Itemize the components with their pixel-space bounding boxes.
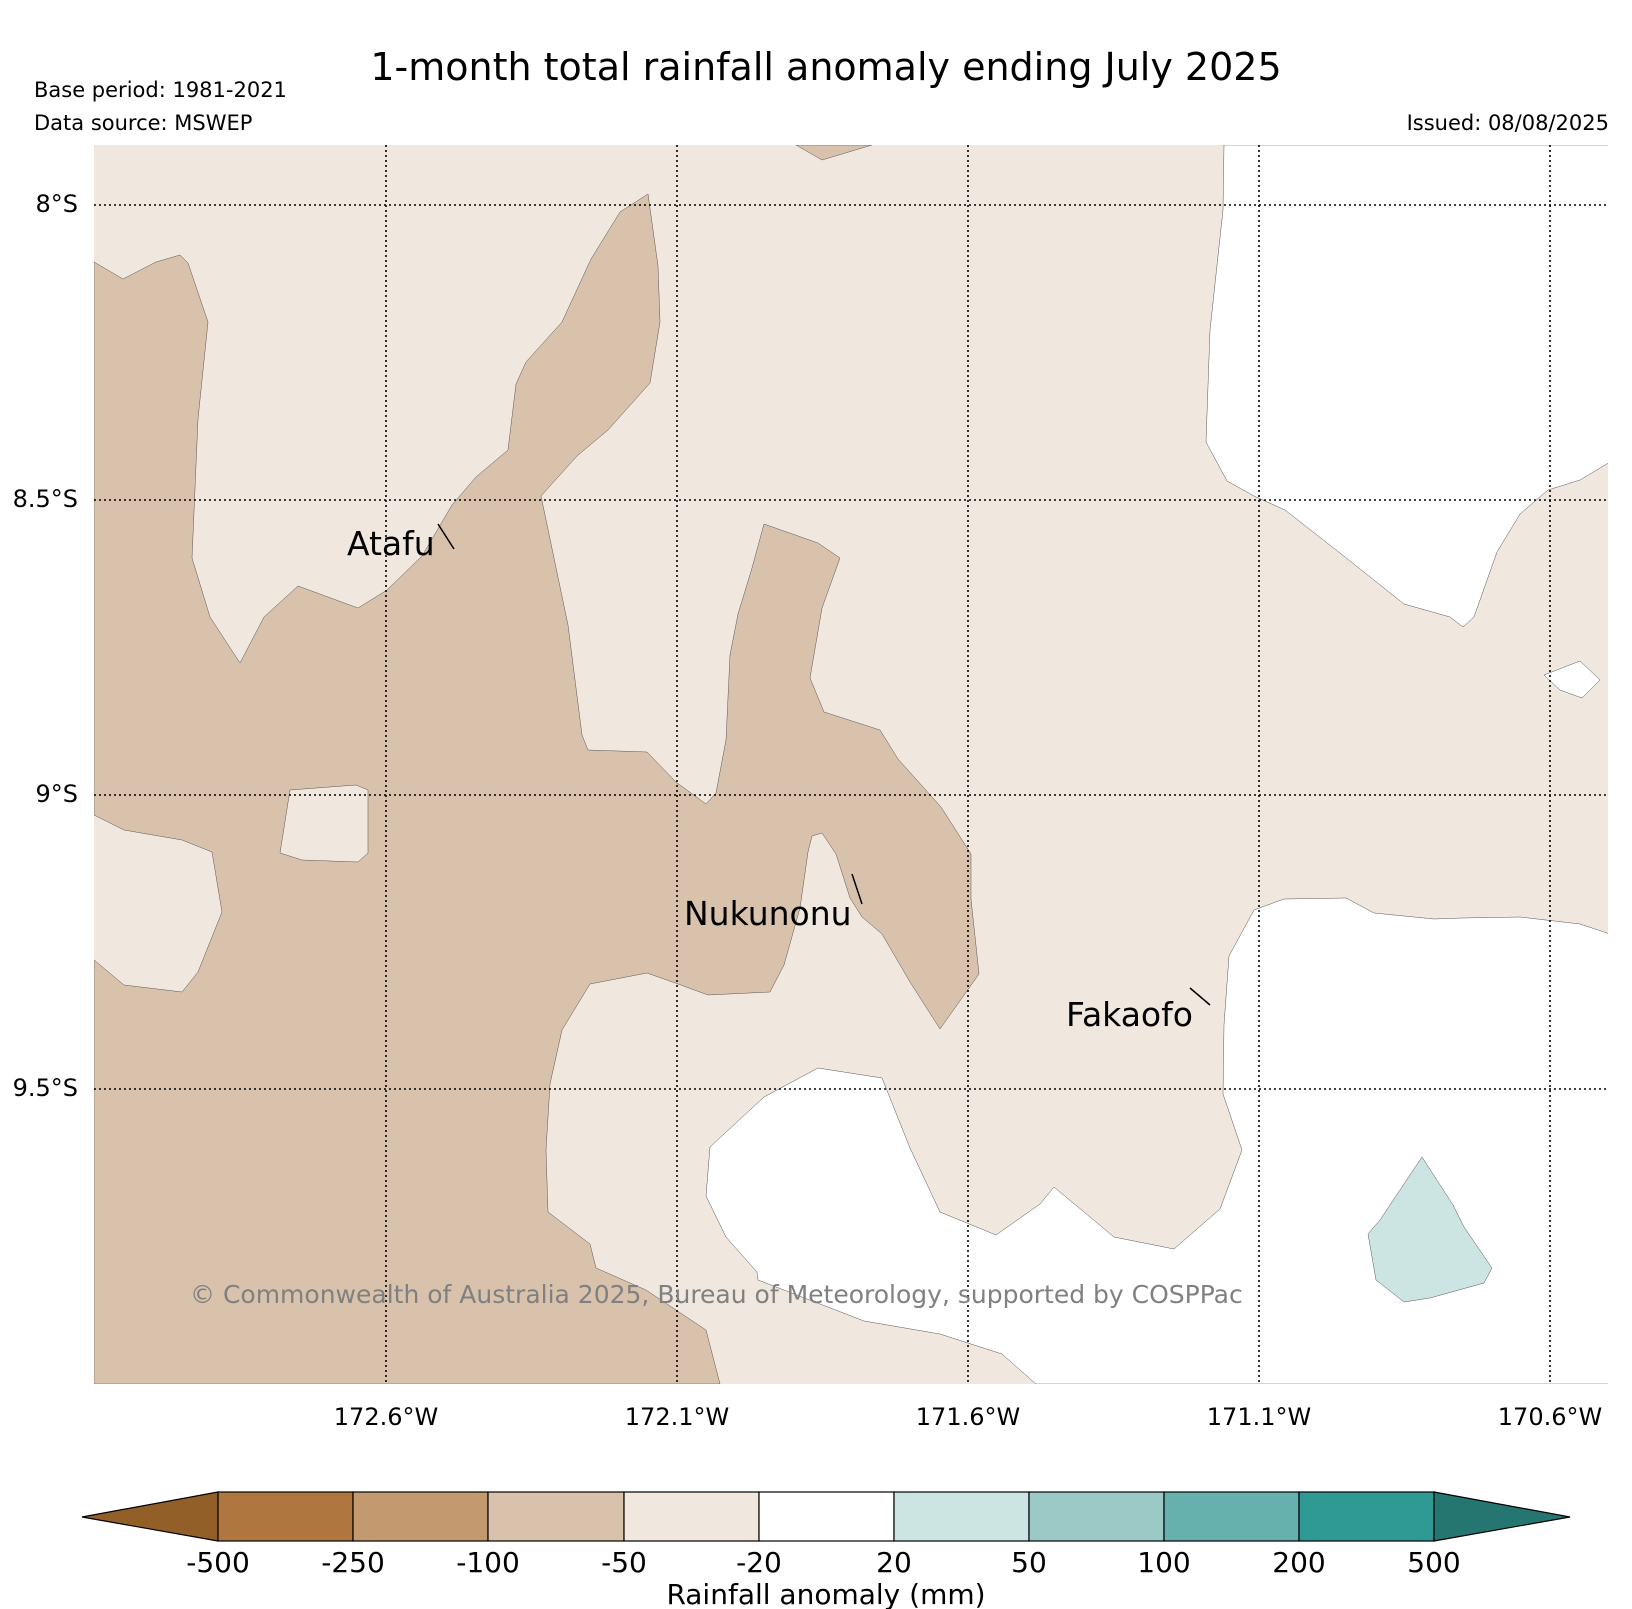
colorbar-bin-9 — [1298, 1491, 1435, 1542]
colorbar-tick-10: 500 — [1407, 1546, 1460, 1579]
place-label-fakaofo: Fakaofo — [1066, 995, 1193, 1034]
colorbar-tick-6: 20 — [876, 1546, 912, 1579]
colorbar-bin-4 — [623, 1491, 760, 1542]
place-marker-atafu — [437, 523, 455, 550]
place-nukunonu: Nukunonu — [684, 873, 863, 933]
anomaly-region-dry-top-sliver — [795, 145, 873, 161]
lon-label-172-1w: 172.1°W — [625, 1403, 729, 1431]
colorbar-bin-6 — [893, 1491, 1030, 1542]
lat-label-9-5s: 9.5°S — [13, 1074, 78, 1102]
place-fakaofo: Fakaofo — [1066, 987, 1211, 1034]
copyright-notice: © Commonwealth of Australia 2025, Bureau… — [190, 1280, 1243, 1309]
lon-label-171-1w: 171.1°W — [1207, 1403, 1311, 1431]
colorbar: -500 -250 -100 -50 -20 20 50 100 200 500… — [81, 1491, 1571, 1609]
issued-date: Issued: 08/08/2025 — [1407, 111, 1609, 135]
colorbar-extend-high — [1433, 1491, 1571, 1542]
longitude-labels: 172.6°W 172.1°W 171.6°W 171.1°W 170.6°W — [334, 1403, 1602, 1431]
lon-label-170-6w: 170.6°W — [1498, 1403, 1602, 1431]
colorbar-tick-3: -100 — [456, 1546, 520, 1579]
colorbar-bin-2 — [352, 1491, 489, 1542]
place-marker-fakaofo — [1189, 987, 1211, 1006]
colorbar-label: Rainfall anomaly (mm) — [666, 1578, 985, 1609]
colorbar-tick-4: -50 — [601, 1546, 647, 1579]
base-period: Base period: 1981-2021 — [34, 78, 287, 102]
colorbar-bin-5 — [758, 1491, 895, 1542]
lat-label-9s: 9°S — [35, 780, 78, 808]
latitude-labels: 8°S 8.5°S 9°S 9.5°S — [13, 190, 78, 1102]
anomaly-region-light-hole-west — [279, 784, 369, 863]
colorbar-tick-1: -500 — [186, 1546, 250, 1579]
lat-label-8s: 8°S — [35, 190, 78, 218]
place-marker-nukunonu — [851, 873, 863, 905]
map-panel: 8°S 8.5°S 9°S 9.5°S 172.6°W 172.1°W 171.… — [13, 145, 1608, 1431]
place-label-atafu: Atafu — [347, 524, 435, 563]
colorbar-tick-8: 100 — [1137, 1546, 1190, 1579]
anomaly-region-wet — [1367, 1156, 1493, 1303]
place-atafu: Atafu — [347, 523, 455, 563]
map-gridlines — [94, 145, 1608, 1384]
lat-label-8-5s: 8.5°S — [13, 485, 78, 513]
map-title: 1-month total rainfall anomaly ending Ju… — [370, 45, 1281, 89]
colorbar-tick-7: 50 — [1011, 1546, 1047, 1579]
colorbar-tick-9: 200 — [1272, 1546, 1325, 1579]
colorbar-tick-5: -20 — [736, 1546, 782, 1579]
colorbar-tick-2: -250 — [321, 1546, 385, 1579]
colorbar-extend-low — [81, 1491, 219, 1542]
colorbar-bin-1 — [217, 1491, 354, 1542]
anomaly-region-normal-islet — [1543, 660, 1601, 699]
colorbar-bin-8 — [1163, 1491, 1300, 1542]
lon-label-171-6w: 171.6°W — [916, 1403, 1020, 1431]
data-source: Data source: MSWEP — [34, 111, 252, 135]
place-label-nukunonu: Nukunonu — [684, 894, 852, 933]
lon-label-172-6w: 172.6°W — [334, 1403, 438, 1431]
anomaly-region-normal-east — [1205, 145, 1608, 628]
colorbar-bin-7 — [1028, 1491, 1165, 1542]
anomaly-region-dry-west — [94, 193, 980, 1384]
colorbar-bin-3 — [487, 1491, 625, 1542]
